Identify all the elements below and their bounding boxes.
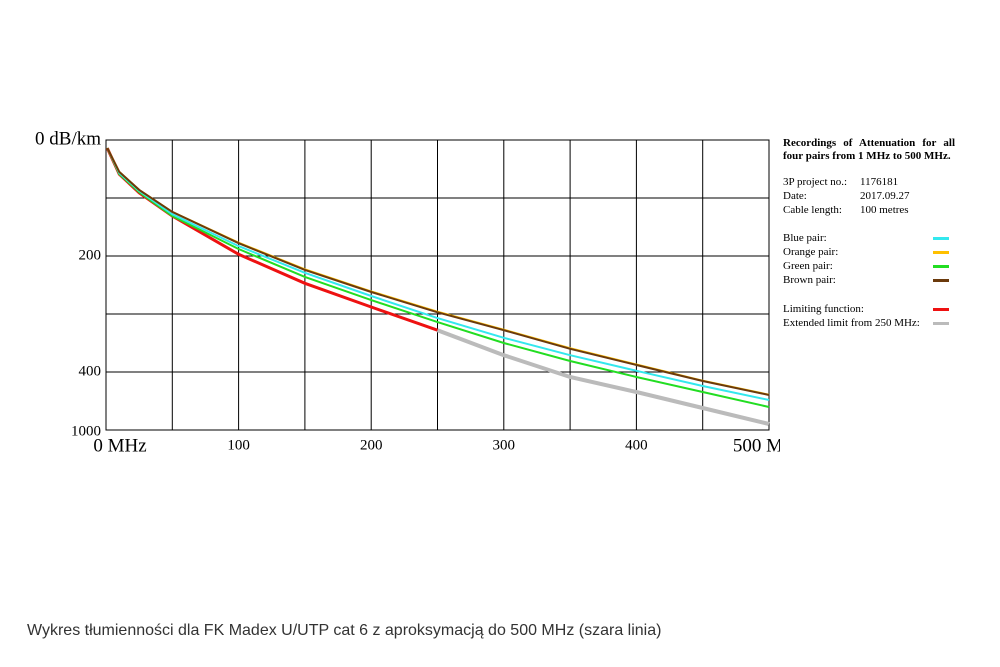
x-tick-label: 500 MHz <box>733 435 780 456</box>
info-row: Cable length: 100 metres <box>783 203 955 217</box>
legend-label: Blue pair: <box>783 231 827 244</box>
series-line <box>105 147 438 332</box>
x-tick-label: 200 <box>360 437 383 453</box>
series-line <box>106 147 770 396</box>
info-row: Date: 2017.09.27 <box>783 189 955 203</box>
legend-entry: Orange pair: <box>783 245 955 259</box>
info-label: Date: <box>783 189 807 202</box>
y-tick-label: 1000 <box>71 423 101 439</box>
legend: Blue pair: Orange pair: Green pair: Brown p… <box>783 231 955 330</box>
plot-border <box>105 139 770 431</box>
legend-entry: Brown pair: <box>783 273 955 287</box>
series-line <box>106 147 770 396</box>
legend-entry: Green pair: <box>783 259 955 273</box>
info-table: 3P project no.: 1176181 Date: 2017.09.27 Cab… <box>783 175 955 217</box>
y-tick-label: 0 dB/km <box>35 128 101 149</box>
legend-entry: Blue pair: <box>783 231 955 245</box>
legend-swatch <box>933 321 949 325</box>
legend-label: Green pair: <box>783 259 833 272</box>
legend-swatch <box>933 264 949 268</box>
x-tick-label: 0 MHz <box>93 435 146 456</box>
caption: Wykres tłumienności dla FK Madex U/UTP c… <box>27 622 662 639</box>
legend-label: Extended limit from 250 MHz: <box>783 316 920 329</box>
legend-swatch <box>933 236 949 240</box>
info-value: 1176181 <box>860 175 899 188</box>
legend-label: Orange pair: <box>783 245 839 258</box>
legend-entry: Extended limit from 250 MHz: <box>783 316 955 330</box>
legend-label: Brown pair: <box>783 273 836 286</box>
legend-swatch <box>933 250 949 254</box>
series-line <box>436 328 770 426</box>
panel-title: Recordings of Attenuation for all four p… <box>783 137 955 162</box>
x-tick-label: 300 <box>493 437 516 453</box>
legend-swatch <box>933 307 949 311</box>
info-label: 3P project no.: <box>783 175 848 188</box>
info-row: 3P project no.: 1176181 <box>783 175 955 189</box>
legend-entry: Limiting function: <box>783 302 955 316</box>
x-tick-label: 400 <box>625 437 648 453</box>
info-value: 2017.09.27 <box>860 189 910 202</box>
y-tick-label: 200 <box>79 247 102 263</box>
x-tick-label: 100 <box>227 437 250 453</box>
series-line <box>106 147 770 401</box>
legend-label: Limiting function: <box>783 302 864 315</box>
info-value: 100 metres <box>860 203 909 216</box>
legend-swatch <box>933 278 949 282</box>
side-panel: Recordings of Attenuation for all four p… <box>783 137 955 330</box>
info-label: Cable length: <box>783 203 842 216</box>
series-line <box>106 147 770 408</box>
y-tick-label: 400 <box>79 363 102 379</box>
